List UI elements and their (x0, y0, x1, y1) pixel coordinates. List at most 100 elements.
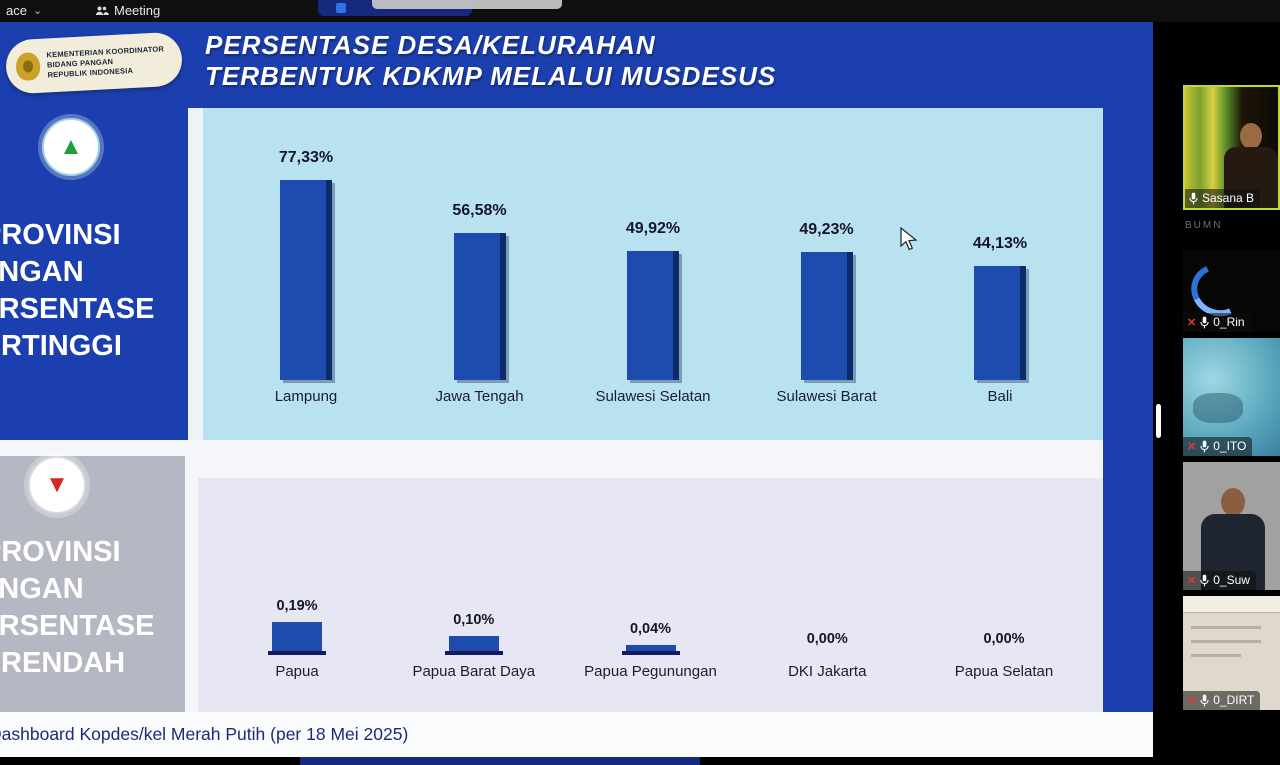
person-head (1221, 488, 1245, 516)
document-line (1191, 640, 1261, 643)
muted-icon: ✕ (1187, 316, 1197, 329)
participant-nametag: ✕ 0_Rin (1183, 313, 1251, 332)
participant-video-2[interactable]: ✕ 0_Rin (1183, 250, 1280, 332)
bar-category-label: DKI Jakarta (788, 663, 867, 680)
ministry-logo: KEMENTERIAN KOORDINATOR BIDANG PANGAN RE… (4, 31, 184, 95)
bar-value-label: 77,33% (278, 149, 334, 166)
bar-group: 0,04% Papua Pegunungan (576, 621, 726, 680)
participant-name: 0_Suw (1213, 573, 1250, 587)
bar-category-label: Papua (275, 663, 319, 680)
sidebar-line: DENGAN (0, 256, 84, 289)
bar-group: 0,10% Papua Barat Daya (399, 612, 549, 680)
document-line (1191, 626, 1261, 629)
document-header (1183, 596, 1280, 613)
bar-group: 77,33% Lampung (231, 149, 381, 405)
bar (800, 252, 853, 380)
bar (974, 266, 1026, 380)
chart-top-panel: 77,33% Lampung 56,58% Jawa Tengah 49,92% Sula… (203, 108, 1103, 440)
bar-value-label: 0,00% (983, 631, 1025, 647)
bar-category-label: Papua Selatan (954, 663, 1054, 680)
bar-value-label: 49,92% (625, 220, 681, 237)
document-line (1191, 654, 1241, 657)
mic-icon (1200, 316, 1209, 328)
bar-category-label: Sulawesi Barat (776, 388, 877, 405)
bar-group: 56,58% Jawa Tengah (405, 202, 555, 405)
video-detail (1193, 393, 1243, 423)
down-triangle-icon: ▼ (45, 471, 69, 498)
muted-icon: ✕ (1187, 694, 1197, 707)
slide-title-line2: TERBENTUK KDKMP MELALUI MUSDESUS (205, 61, 777, 92)
bar (453, 233, 506, 380)
bar (448, 636, 499, 651)
mic-icon (1200, 574, 1209, 586)
tab-meeting[interactable]: Meeting (95, 3, 160, 18)
bar-baseline (268, 651, 326, 655)
participant-video-1[interactable]: Sasana B (1183, 85, 1280, 210)
bar-category-label: Sulawesi Selatan (595, 388, 711, 405)
cursor-icon (900, 227, 918, 251)
gutter-bottom (185, 478, 198, 712)
bar-category-label: Papua Barat Daya (412, 663, 536, 680)
muted-icon: ✕ (1187, 440, 1197, 453)
share-indicator-icon (336, 3, 346, 13)
muted-icon: ✕ (1187, 574, 1197, 587)
slide-title: PERSENTASE DESA/KELURAHAN TERBENTUK KDKM… (205, 30, 776, 92)
bar-value-label: 0,10% (453, 612, 495, 628)
participant-name: 0_DIRT (1213, 693, 1255, 707)
bar-group: 0,00% DKI Jakarta (752, 631, 902, 680)
scrollbar[interactable] (1156, 404, 1161, 438)
bar (280, 180, 332, 380)
participant-video-5[interactable]: ✕ 0_DIRT (1183, 596, 1280, 710)
bar-group: 49,92% Sulawesi Selatan (578, 220, 728, 405)
highest-indicator: ▲ (42, 118, 100, 176)
footer-source-text: Dashboard Kopdes/kel Merah Putih (per 18… (0, 724, 409, 744)
bumn-watermark: BUMN (1185, 220, 1223, 231)
lowest-indicator: ▼ (28, 456, 86, 514)
bar-group: 44,13% Bali (925, 235, 1075, 405)
bar-category-label: Lampung (274, 388, 338, 405)
bar (627, 251, 679, 380)
bar-value-label: 44,13% (972, 235, 1028, 252)
sidebar-line: PROVINSI (0, 536, 121, 568)
shared-screen-slide: KEMENTERIAN KOORDINATOR BIDANG PANGAN RE… (0, 22, 1153, 757)
bar (272, 622, 322, 651)
bar-category-label: Bali (987, 388, 1013, 405)
participant-nametag: Sasana B (1185, 189, 1261, 208)
screen-bottom-edge (300, 757, 700, 765)
sidebar-highest-text: PROVINSI DENGAN PERSENTASE TERTINGGI (0, 217, 185, 365)
person-head (1240, 123, 1262, 149)
bar-chart-top: 77,33% Lampung 56,58% Jawa Tengah 49,92% Sula… (203, 149, 1103, 405)
gutter-top (188, 108, 203, 440)
bar-group: 0,00% Papua Selatan (929, 631, 1079, 680)
mic-icon (1189, 192, 1198, 204)
sidebar-line: PERSENTASE (0, 293, 155, 326)
bar-group: 49,23% Sulawesi Barat (752, 221, 902, 405)
participant-name: 0_Rin (1213, 315, 1245, 329)
ministry-logo-text: KEMENTERIAN KOORDINATOR BIDANG PANGAN RE… (46, 45, 165, 80)
bar-chart-bottom: 0,19% Papua 0,10% Papua Barat Daya 0,04% Papu… (198, 598, 1103, 680)
chart-bottom-panel: 0,19% Papua 0,10% Papua Barat Daya 0,04% Papu… (198, 478, 1103, 712)
meeting-tab-label: Meeting (114, 3, 161, 18)
bar-value-label: 0,19% (276, 598, 318, 614)
sidebar-line: TERENDAH (0, 647, 126, 680)
participant-video-3[interactable]: ✕ 0_ITO (1183, 338, 1280, 456)
sidebar-line: PERSENTASE (0, 610, 155, 643)
meeting-top-bar: ace ⌄ Meeting (0, 0, 1280, 22)
workspace-menu[interactable]: ace ⌄ (6, 3, 42, 18)
sidebar-line: DENGAN (0, 573, 84, 606)
bar-value-label: 56,58% (452, 202, 507, 219)
sidebar-lowest-text: PROVINSI DENGAN PERSENTASE TERENDAH (0, 534, 185, 682)
people-icon (96, 6, 109, 15)
bar-value-label: 49,23% (799, 221, 854, 238)
chevron-down-icon: ⌄ (32, 5, 43, 17)
participant-name: Sasana B (1202, 191, 1255, 205)
participant-nametag: ✕ 0_DIRT (1183, 691, 1261, 710)
slide-footer: Dashboard Kopdes/kel Merah Putih (per 18… (0, 712, 1153, 757)
toolbar-handle[interactable] (372, 0, 562, 9)
garuda-emblem-icon (15, 51, 41, 82)
bar-baseline (444, 651, 503, 655)
participant-video-4[interactable]: ✕ 0_Suw (1183, 462, 1280, 590)
workspace-label: ace (6, 3, 27, 18)
bar-baseline (621, 651, 680, 655)
bar-category-label: Papua Pegunungan (584, 663, 717, 680)
